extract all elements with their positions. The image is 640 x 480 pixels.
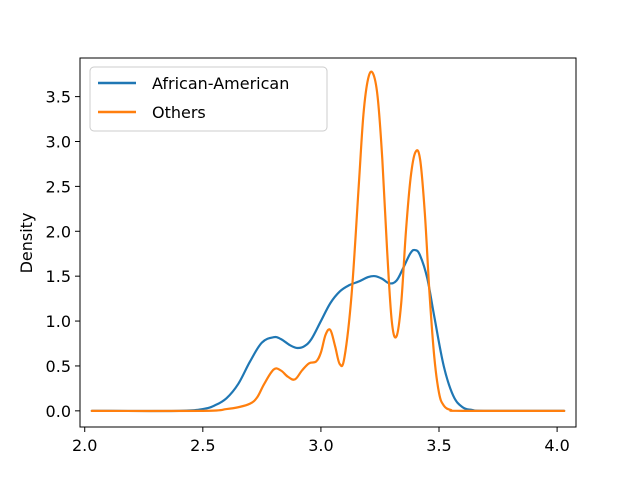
x-tick-label: 3.0 (308, 436, 333, 455)
legend-label: Others (152, 103, 206, 122)
y-tick-label: 0.5 (46, 357, 71, 376)
x-tick-label: 2.0 (72, 436, 97, 455)
y-tick-label: 3.0 (46, 132, 71, 151)
y-tick-label: 1.5 (46, 267, 71, 286)
series-line-others (90, 70, 566, 413)
y-tick-label: 1.0 (46, 312, 71, 331)
y-axis: 0.0 0.5 1.0 1.5 2.0 2.5 3.0 3.5 (46, 88, 80, 421)
x-tick-label: 4.0 (544, 436, 569, 455)
series-layer (90, 70, 566, 413)
legend: African-American Others (89, 66, 328, 132)
x-axis: 2.0 2.5 3.0 3.5 4.0 (72, 427, 570, 455)
x-tick-label: 2.5 (190, 436, 215, 455)
legend-box (89, 66, 328, 132)
y-tick-label: 0.0 (46, 402, 71, 421)
y-tick-label: 2.5 (46, 177, 71, 196)
x-tick-label: 3.5 (426, 436, 451, 455)
y-tick-label: 2.0 (46, 222, 71, 241)
y-tick-label: 3.5 (46, 88, 71, 107)
y-axis-title: Density (17, 213, 36, 274)
legend-label: African-American (152, 74, 289, 93)
plot-frame (79, 57, 577, 428)
